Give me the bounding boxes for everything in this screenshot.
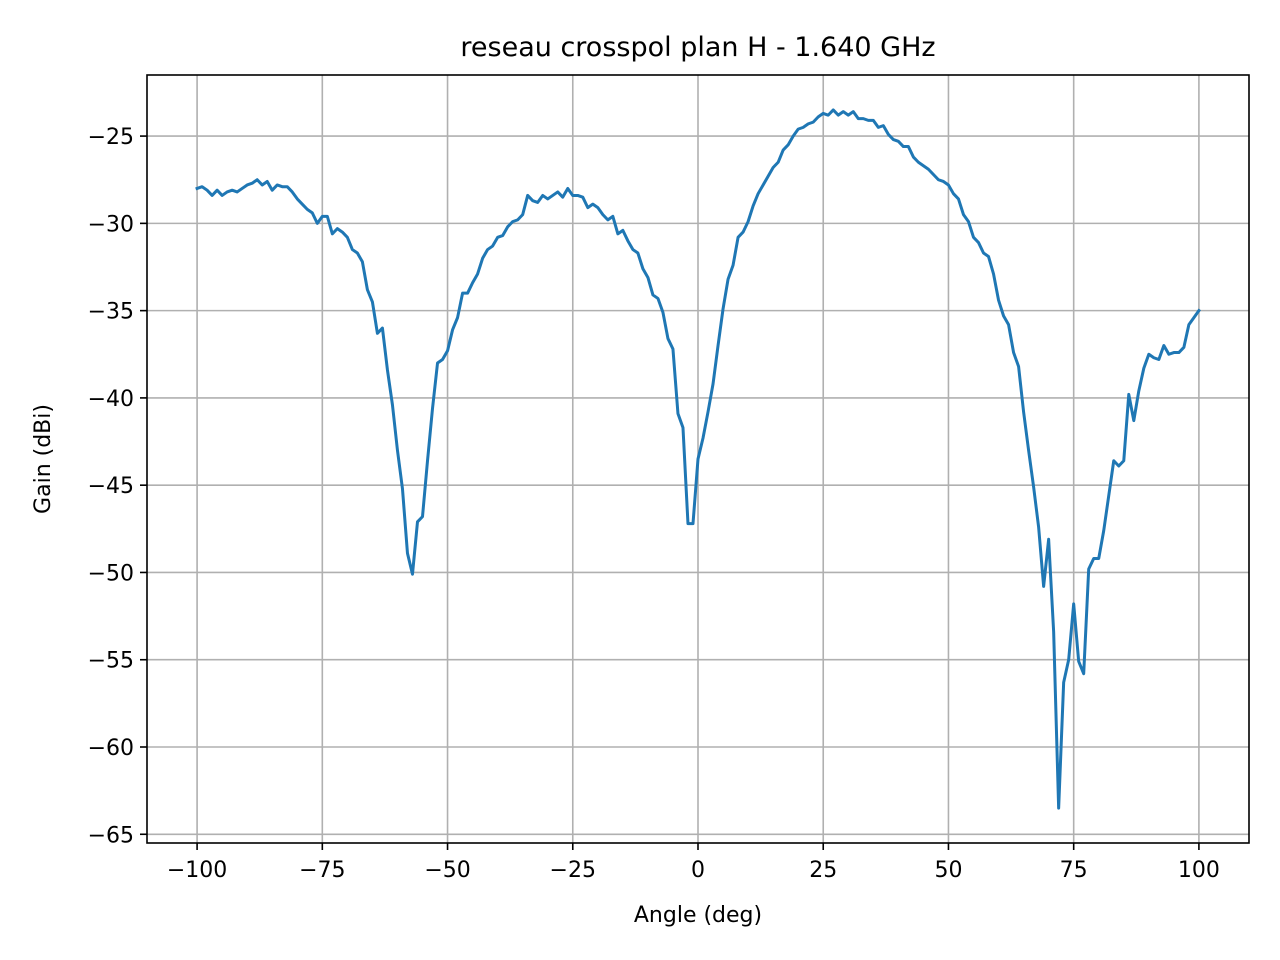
x-tick-label: −50 (424, 858, 470, 883)
y-tick-label: −25 (88, 125, 134, 150)
y-tick-label: −50 (88, 561, 134, 586)
series-line (195, 108, 1202, 810)
x-tick-label: 50 (934, 858, 962, 883)
x-tick-label: 25 (809, 858, 837, 883)
y-axis-label: Gain (dBi) (31, 404, 56, 514)
x-tick-label: 0 (691, 858, 705, 883)
x-tick-labels: −100 −75 −50 −25 0 25 50 75 100 (167, 858, 1220, 883)
y-tick-labels: −25 −30 −35 −40 −45 −50 −55 −60 −65 (88, 125, 134, 848)
y-tick-label: −45 (88, 474, 134, 499)
y-tick-label: −60 (88, 736, 134, 761)
x-axis-label: Angle (deg) (634, 903, 762, 928)
ticks (140, 135, 1200, 850)
x-tick-label: −75 (299, 858, 345, 883)
x-tick-label: −100 (167, 858, 227, 883)
plot-area (195, 108, 1202, 810)
chart-title: reseau crosspol plan H - 1.640 GHz (460, 32, 935, 63)
y-tick-label: −65 (88, 823, 134, 848)
x-tick-label: 100 (1178, 858, 1220, 883)
y-tick-label: −30 (88, 212, 134, 237)
y-tick-label: −55 (88, 649, 134, 674)
x-tick-label: 75 (1060, 858, 1088, 883)
x-tick-label: −25 (550, 858, 596, 883)
y-tick-label: −35 (88, 300, 134, 325)
y-tick-label: −40 (88, 387, 134, 412)
